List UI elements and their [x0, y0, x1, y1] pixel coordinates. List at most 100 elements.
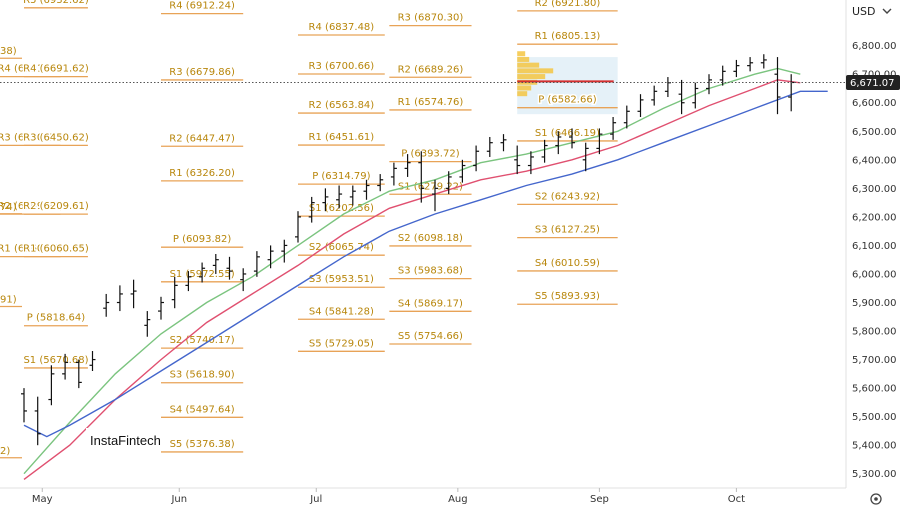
pivot-label: S3 (6127.25)	[535, 225, 600, 236]
price-axis[interactable]: 6,800.006,700.006,600.006,500.006,400.00…	[852, 41, 897, 480]
pivot-label-halo: P (5818.64)	[27, 313, 85, 324]
pivot-label-halo: S2 (6065.74)	[309, 242, 374, 253]
pivot-label: S4 (5841.28)	[309, 306, 374, 317]
pivot-label-halo: S3 (5618.90)	[170, 370, 235, 381]
pivot-label: R2 (6209.61)	[0, 201, 63, 212]
month-label: Jul	[309, 494, 322, 505]
volume-profile-bar	[517, 68, 554, 74]
candles-layer	[21, 54, 795, 446]
month-label: Oct	[728, 494, 745, 505]
price-tick-label: 6,300.00	[852, 184, 897, 195]
pivot-label-halo: R2 (6689.26)	[398, 64, 464, 75]
volume-profile-bar	[517, 56, 530, 62]
pivot-label: S1 (5670.68)	[23, 355, 88, 366]
month-label: Aug	[448, 494, 468, 505]
pivot-label-halo: R3 (6450.62)	[0, 132, 63, 143]
pivot-label-halo: S1 (5670.68)	[23, 355, 88, 366]
pivot-label: R2 (6209.61)	[23, 201, 89, 212]
pivot-label-halo: R5 (6932.62)	[23, 0, 89, 6]
pivot-label: R4 (6837.48)	[309, 22, 375, 33]
current-price-value: 6,671.07	[850, 78, 895, 89]
pivot-label: S2 (6098.18)	[398, 233, 463, 244]
price-tick-label: 5,700.00	[852, 355, 897, 366]
currency-selector[interactable]: USD	[852, 5, 892, 18]
pivot-label: S5 (5754.66)	[398, 331, 463, 342]
pivot-label-halo: R1 (6060.65)	[23, 244, 89, 255]
pivot-label: R1 (6060.65)	[0, 244, 63, 255]
pivot-label: R1 (6451.61)	[309, 132, 375, 143]
pivot-label: P (5818.64)	[27, 313, 85, 324]
pivot-label: R3 (6679.86)	[169, 67, 235, 78]
pivot-label: R1 (6805.13)	[535, 31, 601, 42]
pivot-label: R2 (6921.80)	[535, 0, 601, 9]
gear-icon-ring[interactable]	[870, 493, 882, 505]
pivot-label: S2 (6065.74)	[309, 242, 374, 253]
pivot-label-halo: S2 (5740.17)	[170, 335, 235, 346]
pivot-label-halo: R4 (6691.62)	[0, 64, 63, 75]
pivot-label-halo: R1 (6574.76)	[398, 97, 464, 108]
pivot-label: R3 (6450.62)	[23, 132, 89, 143]
time-axis[interactable]: May Jun Jul Aug Sep Oct	[32, 488, 745, 505]
currency-label[interactable]: USD	[852, 5, 876, 18]
gear-icon[interactable]	[870, 493, 882, 505]
brand-watermark: InstaFintech	[86, 428, 161, 458]
pivot-label: S5 (5729.05)	[309, 338, 374, 349]
pivot-label-halo: S4 (5841.28)	[309, 306, 374, 317]
pivot-label: R2 (6689.26)	[398, 64, 464, 75]
pivot-label: S4 (6010.59)	[535, 258, 600, 269]
volume-profile-bar	[517, 74, 546, 80]
price-tick-label: 6,800.00	[852, 41, 897, 52]
pivot-label-partial: 74)	[0, 202, 17, 213]
pivot-label-halo: R2 (6447.47)	[169, 133, 235, 144]
volume-profile-bar	[517, 85, 532, 91]
pivot-label-halo: P (6582.66)	[538, 95, 596, 106]
pivot-label-halo: P (6393.72)	[401, 149, 459, 160]
pivot-label-halo: S5 (5729.05)	[309, 338, 374, 349]
pivot-label: S2 (6243.92)	[535, 191, 600, 202]
pivot-label-halo: R3 (6870.30)	[398, 13, 464, 24]
pivot-label: S5 (5893.93)	[535, 291, 600, 302]
price-tick-label: 6,400.00	[852, 155, 897, 166]
price-tick-label: 6,600.00	[852, 98, 897, 109]
pivot-label: P (6314.79)	[312, 171, 370, 182]
pivot-label: P (6093.82)	[173, 234, 231, 245]
pivot-label-halo: S5 (5754.66)	[398, 331, 463, 342]
price-tick-label: 6,500.00	[852, 127, 897, 138]
pivot-label-halo: R2 (6563.84)	[309, 100, 375, 111]
chevron-down-icon[interactable]	[882, 8, 892, 14]
price-tick-label: 6,100.00	[852, 241, 897, 252]
pivot-label: R1 (6574.76)	[398, 97, 464, 108]
pivot-label: S3 (5983.68)	[398, 266, 463, 277]
current-price-tag-background	[846, 74, 900, 90]
gear-icon-hub[interactable]	[874, 497, 878, 501]
month-label: May	[32, 494, 53, 505]
brand-backdrop	[86, 428, 158, 458]
pivot-label: S2 (5740.17)	[170, 335, 235, 346]
pivot-label-halo: S3 (5983.68)	[398, 266, 463, 277]
pivot-label-halo: R3 (6450.62)	[23, 132, 89, 143]
pivot-label-halo: S3 (6127.25)	[535, 225, 600, 236]
pivot-label-partial: 38)	[0, 46, 17, 57]
pivot-label-halo: R1 (6060.65)	[0, 244, 63, 255]
overlay-layer	[0, 80, 846, 83]
pivot-label-halo: R2 (6209.61)	[23, 201, 89, 212]
pivot-label-halo: S5 (5893.93)	[535, 291, 600, 302]
pivot-label: R2 (6563.84)	[309, 100, 375, 111]
pivot-label-partial: 91)	[0, 295, 17, 306]
pivot-label-halo: R4 (6837.48)	[309, 22, 375, 33]
pivot-label-halo: R4 (6912.24)	[169, 1, 235, 12]
price-tick-label: 6,200.00	[852, 212, 897, 223]
pivot-label-partial: 2)	[0, 446, 10, 457]
pivot-label-halo: R2 (6921.80)	[535, 0, 601, 9]
price-tick-label: 5,400.00	[852, 441, 897, 452]
pivot-label-halo: S3 (5953.51)	[309, 274, 374, 285]
pivot-label: R3 (6700.66)	[309, 61, 375, 72]
volume-profile-bar	[517, 51, 526, 57]
pivot-label: R1 (6060.65)	[23, 244, 89, 255]
pivot-label: R3 (6870.30)	[398, 13, 464, 24]
pivot-label: R5 (6932.62)	[23, 0, 89, 6]
month-label: Jun	[170, 494, 187, 505]
pivot-label: R4 (6691.62)	[23, 64, 89, 75]
